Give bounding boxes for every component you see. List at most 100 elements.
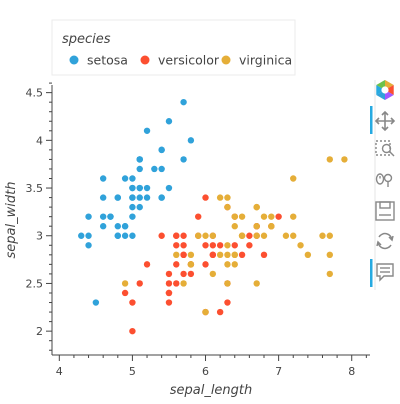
legend-label-virginica: virginica — [239, 53, 292, 68]
data-point — [165, 184, 173, 192]
legend-items: setosa versicolor virginica — [69, 53, 292, 68]
data-point — [231, 261, 238, 268]
data-point — [224, 261, 231, 268]
plot-frame — [51, 85, 370, 356]
data-point — [246, 232, 253, 239]
data-point — [260, 213, 268, 220]
data-point — [326, 251, 333, 259]
x-axis-ticks: 4 5 6 7 8 — [56, 355, 367, 378]
bokeh-logo-icon[interactable] — [376, 80, 394, 100]
data-point — [114, 232, 121, 239]
pan-active-indicator — [370, 106, 373, 134]
data-point — [246, 242, 253, 249]
data-point — [202, 261, 209, 268]
legend: species setosa versicolor virginica — [51, 19, 296, 76]
data-point — [180, 98, 187, 106]
data-point — [268, 213, 275, 220]
data-point — [195, 232, 202, 239]
data-point — [290, 175, 297, 182]
toolbar — [370, 80, 396, 290]
data-point — [99, 194, 107, 201]
data-point — [165, 299, 173, 306]
data-point — [275, 213, 282, 220]
data-point — [165, 289, 173, 297]
data-point — [136, 156, 143, 163]
data-point — [202, 242, 209, 249]
data-point — [319, 232, 326, 239]
data-point — [99, 223, 107, 230]
data-point — [341, 156, 348, 163]
data-point — [297, 242, 304, 249]
data-point — [238, 251, 246, 259]
data-point — [260, 251, 268, 259]
legend-title: species — [62, 32, 111, 47]
data-point — [158, 165, 165, 173]
data-point — [165, 280, 173, 287]
y-axis-label: sepal_width — [4, 182, 19, 259]
save-icon[interactable] — [375, 201, 395, 221]
data-point — [238, 232, 246, 239]
data-point — [187, 251, 195, 259]
data-point — [187, 137, 195, 144]
series-versicolor — [121, 194, 282, 335]
data-point — [180, 232, 187, 239]
x-tick-label: 7 — [275, 365, 282, 378]
data-point — [326, 156, 333, 163]
data-point — [216, 251, 224, 259]
data-point — [165, 270, 173, 278]
data-point — [114, 194, 121, 201]
data-points — [78, 98, 348, 335]
data-point — [151, 165, 158, 173]
data-point — [136, 184, 143, 192]
series-setosa — [78, 98, 195, 306]
data-point — [180, 270, 187, 278]
data-point — [85, 213, 92, 220]
data-point — [187, 270, 195, 278]
data-point — [173, 261, 180, 268]
data-point — [180, 156, 187, 163]
data-point — [202, 308, 209, 316]
data-point — [180, 251, 187, 259]
box-zoom-icon[interactable] — [375, 140, 395, 157]
legend-label-versicolor: versicolor — [158, 53, 220, 68]
data-point — [129, 213, 136, 220]
data-point — [326, 232, 333, 239]
wheel-zoom-icon[interactable] — [375, 173, 393, 187]
data-point — [253, 232, 260, 239]
data-point — [121, 232, 129, 239]
data-point — [253, 280, 260, 287]
data-point — [99, 175, 107, 182]
data-point — [290, 232, 297, 239]
data-point — [173, 280, 180, 287]
data-point — [268, 223, 275, 230]
legend-swatch-setosa — [69, 55, 79, 65]
data-point — [290, 213, 297, 220]
y-tick-label: 3.5 — [26, 182, 44, 195]
data-point — [180, 242, 187, 249]
data-point — [121, 175, 129, 182]
y-axis-ticks: 2 2.5 3 3.5 4 4.5 — [26, 82, 52, 351]
data-point — [129, 327, 136, 335]
reset-icon[interactable] — [376, 232, 394, 250]
data-point — [224, 242, 231, 249]
data-point — [121, 289, 129, 297]
data-point — [224, 203, 231, 211]
data-point — [143, 194, 151, 201]
hover-icon[interactable] — [376, 263, 394, 282]
pan-icon[interactable] — [374, 110, 396, 132]
data-point — [136, 194, 143, 201]
y-tick-label: 4 — [36, 134, 43, 147]
y-tick-label: 2 — [36, 325, 43, 338]
data-point — [180, 280, 187, 287]
data-point — [173, 242, 180, 249]
data-point — [224, 194, 231, 201]
data-point — [195, 213, 202, 220]
hover-active-indicator — [370, 259, 373, 287]
data-point — [253, 203, 260, 211]
data-point — [202, 232, 209, 239]
data-point — [136, 203, 143, 211]
data-point — [231, 242, 238, 249]
data-point — [216, 308, 224, 316]
